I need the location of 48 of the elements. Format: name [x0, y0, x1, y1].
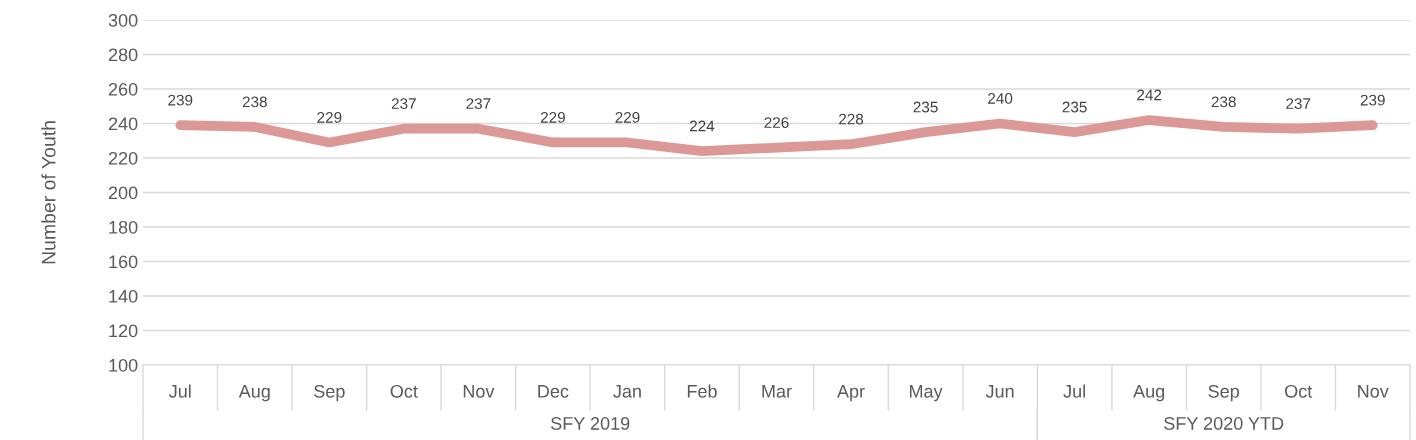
y-tick-label: 180 — [109, 220, 138, 234]
data-label: 235 — [1062, 101, 1087, 113]
y-tick-label: 120 — [109, 324, 138, 338]
y-tick-label: 100 — [109, 358, 138, 372]
x-tick-label: Dec — [538, 385, 569, 398]
data-label: 240 — [988, 93, 1013, 104]
data-label: 224 — [690, 120, 715, 132]
x-tick-label: Jan — [613, 385, 641, 398]
x-tick-label: Oct — [1285, 384, 1313, 398]
y-tick-label: 260 — [108, 82, 138, 96]
y-tick-label: 200 — [108, 186, 138, 200]
data-label: 238 — [242, 96, 267, 108]
y-tick-label: 300 — [108, 13, 138, 27]
x-tick-label: Nov — [463, 385, 495, 398]
x-tick-label: Sep — [1208, 384, 1239, 402]
y-axis-title: Number of Youth — [41, 121, 56, 264]
data-label: 235 — [913, 101, 938, 113]
data-label: 229 — [540, 111, 565, 123]
data-label: 229 — [317, 111, 342, 123]
x-tick-label: Apr — [837, 385, 865, 402]
y-tick-label: 160 — [109, 255, 138, 269]
data-label: 239 — [168, 94, 193, 106]
x-tick-label: Jul — [1063, 384, 1085, 398]
data-label: 228 — [839, 113, 864, 125]
x-tick-label: Nov — [1358, 385, 1389, 398]
x-tick-label: Sep — [314, 384, 345, 402]
x-tick-label: May — [909, 385, 943, 402]
data-label: 239 — [1360, 94, 1385, 106]
text: SFY 2020 YTD — [1164, 417, 1284, 430]
data-label: 237 — [1286, 98, 1311, 109]
data-label: 237 — [466, 98, 491, 109]
x-tick-label: Aug — [238, 385, 270, 402]
y-tick-label: 220 — [108, 151, 138, 165]
x-tick-label: Aug — [1133, 385, 1165, 402]
x-tick-label: Oct — [390, 384, 418, 398]
x-tick-label: Feb — [687, 384, 717, 398]
data-label: 237 — [391, 98, 416, 109]
data-label: 229 — [615, 111, 640, 123]
y-tick-label: 240 — [108, 117, 138, 131]
y-tick-label: 140 — [109, 289, 138, 303]
x-tick-label: Mar — [762, 385, 792, 398]
x-tick-label: Jun — [985, 385, 1014, 398]
y-tick-label: 280 — [108, 48, 138, 62]
text: SFY 2019 — [551, 417, 630, 430]
data-label: 226 — [764, 117, 789, 128]
x-tick-label: Jul — [169, 384, 191, 398]
data-label: 242 — [1137, 89, 1162, 101]
data-label: 238 — [1211, 96, 1236, 108]
